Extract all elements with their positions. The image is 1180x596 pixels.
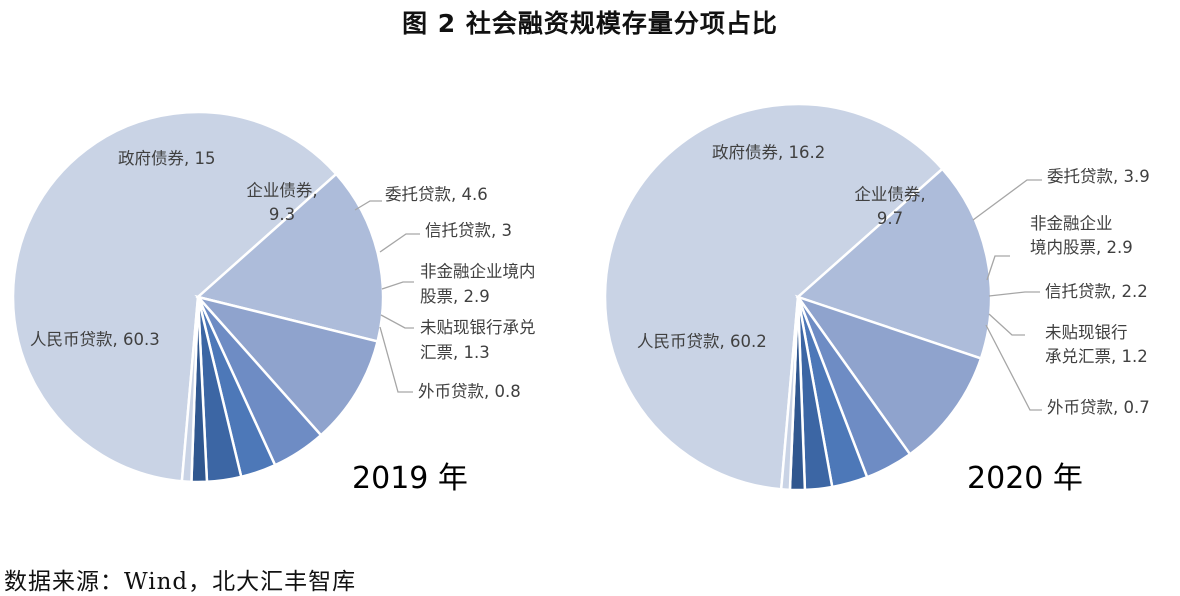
slice-data-label: 外币贷款, 0.8 bbox=[418, 382, 521, 401]
leader-line bbox=[985, 324, 1042, 411]
pie-charts: 人民币贷款, 60.3 政府债券, 15 企业债券, 9.3 委托贷款, 4.6 信托贷款… bbox=[11, 102, 1150, 496]
leader-line bbox=[379, 326, 413, 393]
slice-data-label: 政府债券, 16.2 bbox=[712, 143, 825, 162]
slice-data-label: 非金融企业境内股票, 2.9 bbox=[1030, 214, 1133, 257]
slice-data-label: 信托贷款, 3 bbox=[425, 221, 512, 240]
leader-line bbox=[379, 233, 420, 253]
pie-slice bbox=[779, 296, 800, 492]
slice-data-label: 企业债券, 9.7 bbox=[854, 185, 925, 228]
pie-slice bbox=[194, 294, 380, 437]
slice-data-label: 外币贷款, 0.7 bbox=[1047, 398, 1150, 417]
slice-data-label: 信托贷款, 2.2 bbox=[1045, 282, 1148, 301]
leader-line bbox=[381, 281, 414, 290]
slice-data-label: 人民币贷款, 60.3 bbox=[30, 330, 160, 349]
year-label: 2019 年 bbox=[352, 461, 468, 496]
slice-data-label: 委托贷款, 4.6 bbox=[385, 185, 488, 204]
slice-data-label: 非金融企业境内股票, 2.9 bbox=[420, 262, 536, 306]
leader-line bbox=[354, 200, 382, 211]
pie-slice bbox=[11, 110, 338, 483]
slice-data-label: 未贴现银行承兑汇票, 1.2 bbox=[1045, 323, 1148, 366]
leader-line bbox=[986, 255, 1010, 281]
leader-line bbox=[988, 313, 1025, 336]
pie-slice bbox=[795, 167, 993, 360]
pie-chart-2019: 人民币贷款, 60.3 政府债券, 15 企业债券, 9.3 委托贷款, 4.6 信托贷款… bbox=[11, 110, 536, 496]
pie-chart-2020: 人民币贷款, 60.2 政府债券, 16.2 企业债券, 9.7 委托贷款, 3.9 非金… bbox=[603, 102, 1150, 496]
slice-data-label: 人民币贷款, 60.2 bbox=[637, 332, 767, 351]
pie-slice bbox=[195, 172, 385, 343]
slice-data-label: 委托贷款, 3.9 bbox=[1047, 167, 1150, 186]
chart-title: 图 2 社会融资规模存量分项占比 bbox=[402, 9, 778, 38]
year-label: 2020 年 bbox=[967, 461, 1083, 496]
source-note: 数据来源：Wind，北大汇丰智库 bbox=[4, 569, 357, 595]
leader-line bbox=[988, 291, 1040, 297]
leader-line bbox=[380, 314, 414, 329]
slice-data-label: 未贴现银行承兑汇票, 1.3 bbox=[420, 318, 536, 362]
slice-data-label: 企业债券, 9.3 bbox=[246, 181, 317, 224]
pie-slice bbox=[603, 102, 945, 491]
pie-slice bbox=[794, 294, 983, 456]
pie-slice bbox=[180, 296, 200, 484]
slice-data-label: 政府债券, 15 bbox=[118, 149, 216, 168]
leader-line bbox=[972, 179, 1042, 221]
